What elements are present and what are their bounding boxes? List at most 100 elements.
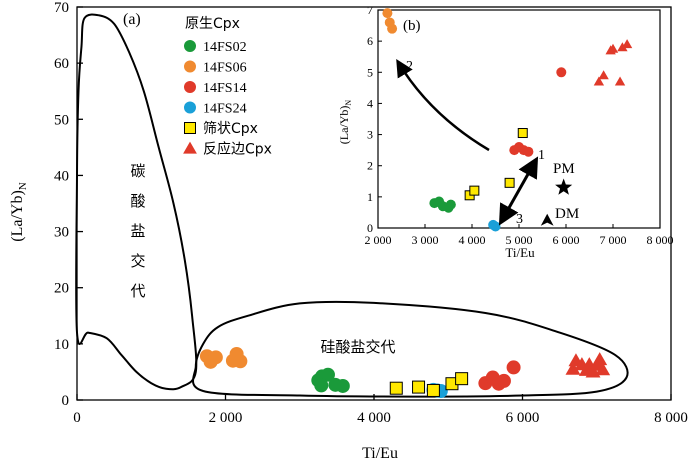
legend: 原生Cpx 14FS02 14FS06 14FS14 14FS24 筛状Cpx 反应边Cp… [183,16,272,158]
a-y-axis-label: (La/Yb)N [9,182,29,242]
b-point-14FS02 [443,202,454,213]
a-x-tick-label: 4 000 [357,410,391,426]
b-y-tick-label: 6 [367,34,373,48]
b-x-tick-label: 3 000 [412,233,439,247]
carbonate-char-1: 碳 [130,162,145,180]
silicate-field-outline [192,300,629,398]
arrow-3-label: 3 [516,212,523,227]
trend-arrow-2 [396,59,490,152]
a-y-tick-label: 0 [62,393,70,409]
a-x-tick-label: 8 000 [654,410,688,426]
b-point-rim [593,76,605,86]
arrow-1-label: 1 [538,148,545,163]
a-point-14FS06 [208,350,223,365]
b-y-tick-label: 1 [367,190,373,204]
b-y-tick-label: 0 [367,221,373,235]
b-point-sieve [517,128,528,139]
b-y-axis-label: (La/Yb)N [337,100,353,145]
b-y-tick-label: 7 [367,3,373,17]
a-point-14FS02 [314,378,329,393]
legend-label-14FS24: 14FS24 [203,102,247,117]
a-point-14FS02 [335,378,350,393]
legend-label-rim: 反应边Cpx [203,141,272,158]
silicate-field-label: 硅酸盐交代 [320,338,395,356]
b-point-sieve [469,185,480,196]
panel-b-label: (b) [403,18,421,34]
b-x-tick-label: 7 000 [600,233,627,247]
a-x-tick-label: 6 000 [506,410,540,426]
carbonate-field-label: 碳 酸 盐 交 代 [130,162,145,300]
legend-marker-14FS24 [184,101,196,114]
a-point-14FS02 [320,367,335,382]
a-x-axis-label: Ti/Eu [362,445,398,462]
pm-label: PM [553,161,575,177]
b-x-tick-label: 2 000 [365,233,392,247]
b-x-tick-label: 8 000 [647,233,674,247]
a-point-14FS14 [506,360,521,375]
b-point-14FS06 [387,23,398,34]
b-point-rim [614,76,626,86]
a-point-14FS14 [496,373,511,388]
a-point-rim [565,361,581,375]
a-point-14FS06 [233,354,248,369]
arrow-2-label: 2 [406,59,413,74]
b-point-sieve [504,177,515,188]
a-y-tick-label: 30 [54,225,69,241]
a-y-tick-label: 60 [54,56,69,72]
a-point-rim [595,362,611,376]
b-y-tick-label: 2 [367,159,373,173]
b-y-tick-label: 4 [367,96,373,110]
carbonate-char-4: 交 [130,252,145,270]
b-x-tick-label: 4 000 [459,233,486,247]
b-point-14FS14 [556,67,567,78]
b-point-rim [621,39,633,49]
legend-title: 原生Cpx [185,16,240,32]
a-point-sieve [455,372,469,386]
svg-text:(La/Yb)N: (La/Yb)N [9,182,29,242]
a-point-sieve [389,381,403,395]
dm-label: DM [555,206,579,222]
a-y-tick-label: 40 [54,168,69,184]
b-point-rim [617,42,628,52]
a-y-tick-label: 70 [54,0,69,16]
legend-marker-rim [183,141,197,154]
panel-b-inset: 2 000 3 000 4 000 5 000 6 000 7 000 8 000 0 1 2 3 4… [337,3,674,260]
b-x-tick-label: 6 000 [553,233,580,247]
legend-label-14FS02: 14FS02 [203,40,247,55]
legend-label-sieve: 筛状Cpx [203,121,258,137]
trend-arrow-1-3 [498,156,539,226]
b-point-rim [607,43,619,53]
a-y-tick-label: 10 [54,337,69,353]
svg-text:(La/Yb)N: (La/Yb)N [337,100,353,145]
a-x-tick-label: 0 [73,410,81,426]
legend-marker-14FS06 [184,60,196,73]
b-x-axis-label: Ti/Eu [505,245,535,260]
b-point-rim [598,70,609,80]
legend-marker-14FS02 [184,40,196,52]
b-point-14FS24 [490,221,501,232]
legend-marker-14FS14 [184,81,196,93]
legend-label-14FS06: 14FS06 [203,61,247,76]
a-y-tick-label: 50 [54,112,69,128]
a-point-sieve [426,383,440,397]
a-point-sieve [412,380,426,394]
dm-caret-icon [540,213,554,226]
carbonate-char-3: 盐 [130,222,145,240]
a-point-rim [592,352,608,366]
carbonate-char-2: 酸 [130,192,145,210]
pm-star-icon [555,178,573,195]
b-point-14FS14 [523,146,534,157]
a-x-tick-label: 2 000 [209,410,243,426]
legend-label-14FS14: 14FS14 [203,81,247,96]
panel-a-label: (a) [123,11,141,28]
b-y-tick-label: 5 [367,65,373,79]
a-y-tick-label: 20 [54,281,69,297]
b-point-14FS06 [382,8,393,19]
b-x-tick-label: 5 000 [506,233,533,247]
b-y-tick-label: 3 [367,128,373,142]
carbonate-char-5: 代 [130,282,145,300]
legend-marker-sieve [184,122,196,134]
